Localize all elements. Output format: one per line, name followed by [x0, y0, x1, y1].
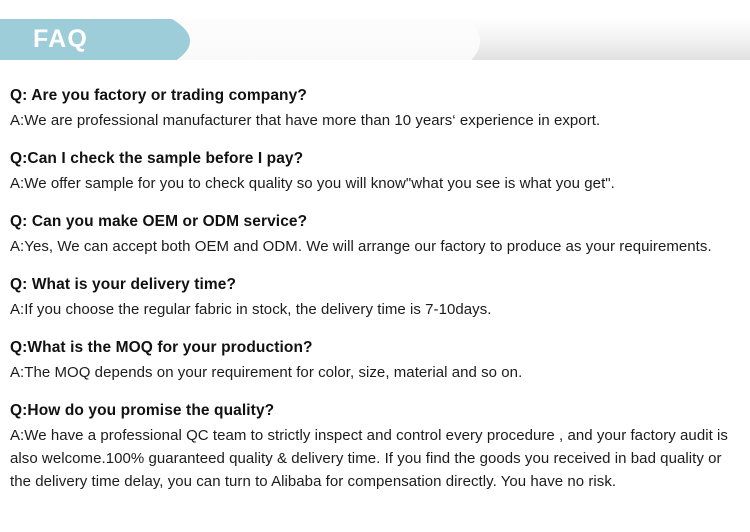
- faq-question: Q: What is your delivery time?: [10, 276, 237, 293]
- faq-header-banner: FAQ: [0, 0, 750, 60]
- faq-list: Q: Are you factory or trading company? A…: [0, 84, 750, 493]
- header-sheen-curve: [150, 19, 480, 60]
- faq-question: Q: Can you make OEM or ODM service?: [10, 213, 308, 230]
- faq-item: Q:What is the MOQ for your production? A…: [10, 336, 740, 384]
- faq-answer: A:The MOQ depends on your requirement fo…: [10, 364, 523, 381]
- faq-answer: A:We are professional manufacturer that …: [10, 112, 601, 129]
- faq-item: Q:Can I check the sample before I pay? A…: [10, 147, 740, 195]
- page-title: FAQ: [33, 25, 88, 53]
- faq-answer: A:If you choose the regular fabric in st…: [10, 301, 492, 318]
- faq-item: Q: Can you make OEM or ODM service? A:Ye…: [10, 210, 740, 258]
- faq-item: Q: What is your delivery time? A:If you …: [10, 273, 740, 321]
- faq-question: Q:How do you promise the quality?: [10, 402, 275, 419]
- faq-question: Q:What is the MOQ for your production?: [10, 339, 313, 356]
- faq-answer: A:Yes, We can accept both OEM and ODM. W…: [10, 238, 712, 255]
- faq-question: Q:Can I check the sample before I pay?: [10, 150, 304, 167]
- header-teal-curve: [0, 19, 190, 60]
- faq-item: Q:How do you promise the quality? A:We h…: [10, 399, 740, 493]
- header-band: [0, 19, 750, 60]
- faq-question: Q: Are you factory or trading company?: [10, 87, 307, 104]
- faq-answer: A:We have a professional QC team to stri…: [10, 427, 728, 490]
- faq-answer: A:We offer sample for you to check quali…: [10, 175, 615, 192]
- faq-item: Q: Are you factory or trading company? A…: [10, 84, 740, 132]
